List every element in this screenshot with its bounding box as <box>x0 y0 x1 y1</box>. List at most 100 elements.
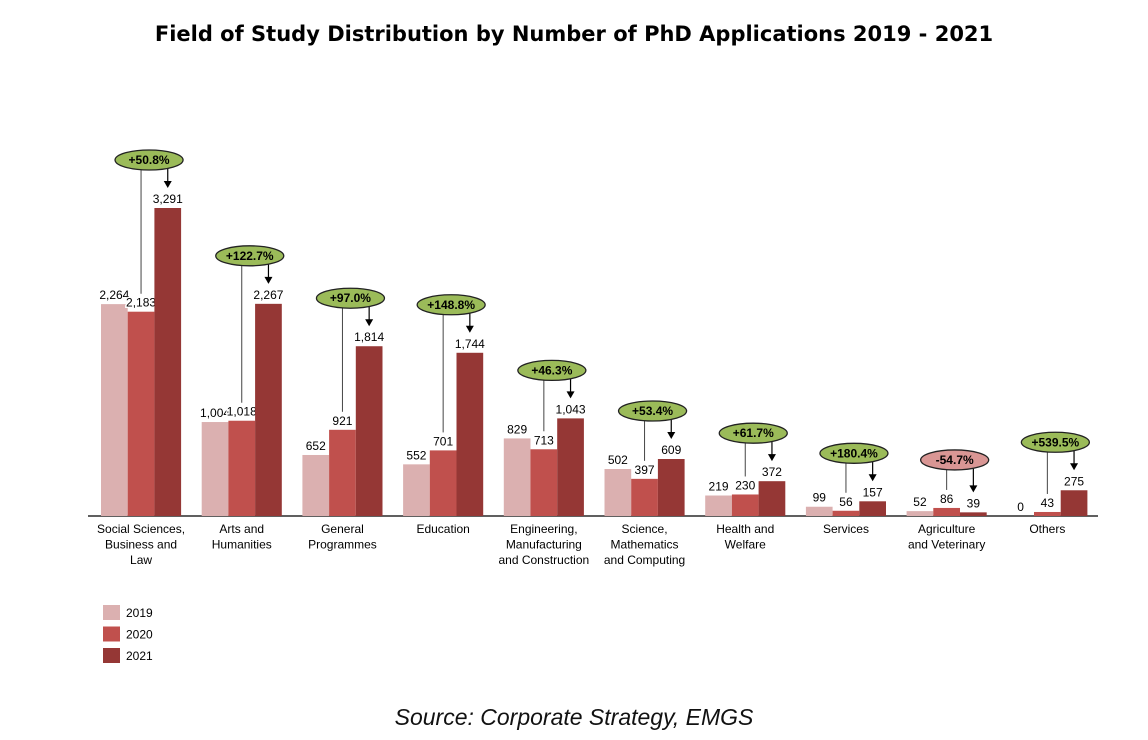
data-label: 2,183 <box>126 296 156 310</box>
change-label: -54.7% <box>936 453 974 467</box>
data-label: 701 <box>433 434 453 448</box>
data-label: 157 <box>863 485 883 499</box>
bar-2021 <box>657 459 685 516</box>
legend-swatch-2019 <box>103 605 120 620</box>
data-label: 1,043 <box>556 402 586 416</box>
data-label: 829 <box>507 422 527 436</box>
category-label: Manufacturing <box>506 538 582 552</box>
bar-2021 <box>154 208 182 516</box>
legend-label: 2019 <box>126 606 153 620</box>
category-label: Law <box>130 553 152 567</box>
category-label: Education <box>416 522 469 536</box>
category-label: General <box>321 522 364 536</box>
category-label: Services <box>823 522 869 536</box>
bar-2021 <box>758 481 786 516</box>
change-badge <box>315 287 386 309</box>
chart-title: Field of Study Distribution by Number of… <box>154 22 994 46</box>
data-label: 86 <box>940 492 954 506</box>
data-label: 1,004 <box>200 406 230 420</box>
bar-2019 <box>503 438 531 516</box>
bar-2021 <box>456 352 484 516</box>
change-badge <box>517 359 587 382</box>
change-label: +46.3% <box>531 363 572 377</box>
category-label: Humanities <box>212 538 272 552</box>
bar-2021 <box>355 346 383 516</box>
category-label: and Construction <box>498 553 589 567</box>
arrow-head-icon <box>1070 463 1079 471</box>
data-label: 372 <box>762 465 782 479</box>
category-label: and Computing <box>604 553 685 567</box>
change-badge <box>416 294 486 316</box>
category-label: Health and <box>716 522 774 536</box>
change-badge <box>819 442 889 464</box>
bar-2021 <box>960 512 987 516</box>
arrow-head-icon <box>465 325 474 333</box>
legend-swatch-2021 <box>103 648 120 663</box>
data-label: 43 <box>1041 496 1055 510</box>
data-label: 219 <box>709 480 729 494</box>
category-label: Others <box>1029 522 1065 536</box>
bar-2020 <box>228 420 256 516</box>
bar-2019 <box>604 469 632 516</box>
change-label: +61.7% <box>733 426 774 440</box>
change-badge <box>920 449 990 471</box>
bar-2019 <box>705 495 732 516</box>
bar-2021 <box>1060 490 1088 516</box>
data-label: 52 <box>913 495 927 509</box>
data-label: 609 <box>661 443 681 457</box>
bar-2020 <box>832 510 860 516</box>
data-label: 1,744 <box>455 337 485 351</box>
category-label: Engineering, <box>510 522 577 536</box>
change-label: +97.0% <box>330 291 371 305</box>
data-label: 2,267 <box>253 288 283 302</box>
data-label: 1,814 <box>354 330 384 344</box>
arrow-head-icon <box>667 432 676 440</box>
data-label: 713 <box>534 433 554 447</box>
bar-2019 <box>906 511 934 516</box>
category-label: Science, <box>622 522 668 536</box>
arrow-head-icon <box>264 276 273 284</box>
data-label: 397 <box>635 463 655 477</box>
bar-2021 <box>557 418 584 516</box>
bar-2020 <box>1034 511 1061 516</box>
data-label: 275 <box>1064 474 1084 488</box>
change-badge <box>617 400 688 422</box>
change-label: +539.5% <box>1032 435 1080 449</box>
category-label: Business and <box>105 538 177 552</box>
bar-2021 <box>859 501 886 516</box>
data-label: 552 <box>406 448 426 462</box>
bar-2021 <box>255 303 282 516</box>
change-badge <box>1020 431 1091 453</box>
data-label: 652 <box>306 439 326 453</box>
change-label: +148.8% <box>427 298 475 312</box>
bar-2020 <box>329 429 356 516</box>
source-note: Source: Corporate Strategy, EMGS <box>394 704 754 730</box>
bar-2019 <box>201 422 229 516</box>
data-label: 230 <box>735 478 755 492</box>
category-label: Programmes <box>308 538 377 552</box>
bar-2020 <box>631 478 658 516</box>
change-badge <box>114 149 184 171</box>
category-label: Mathematics <box>611 538 679 552</box>
bar-2019 <box>302 454 330 516</box>
data-label: 56 <box>839 495 853 509</box>
data-label: 2,264 <box>99 288 129 302</box>
category-label: Welfare <box>725 538 766 552</box>
arrow-head-icon <box>365 319 374 327</box>
change-label: +53.4% <box>632 404 673 418</box>
arrow-head-icon <box>566 391 575 399</box>
change-label: +122.7% <box>226 249 274 263</box>
category-label: Arts and <box>219 522 264 536</box>
category-label: and Veterinary <box>908 538 985 552</box>
legend-swatch-2020 <box>103 626 120 642</box>
category-label: Agriculture <box>918 522 976 536</box>
bar-2019 <box>101 304 128 516</box>
category-label: Social Sciences, <box>97 522 185 536</box>
bar-2020 <box>731 494 759 516</box>
data-label: 39 <box>967 496 981 510</box>
bar-2020 <box>127 311 155 516</box>
data-label: 502 <box>608 453 628 467</box>
data-label: 99 <box>813 491 827 505</box>
